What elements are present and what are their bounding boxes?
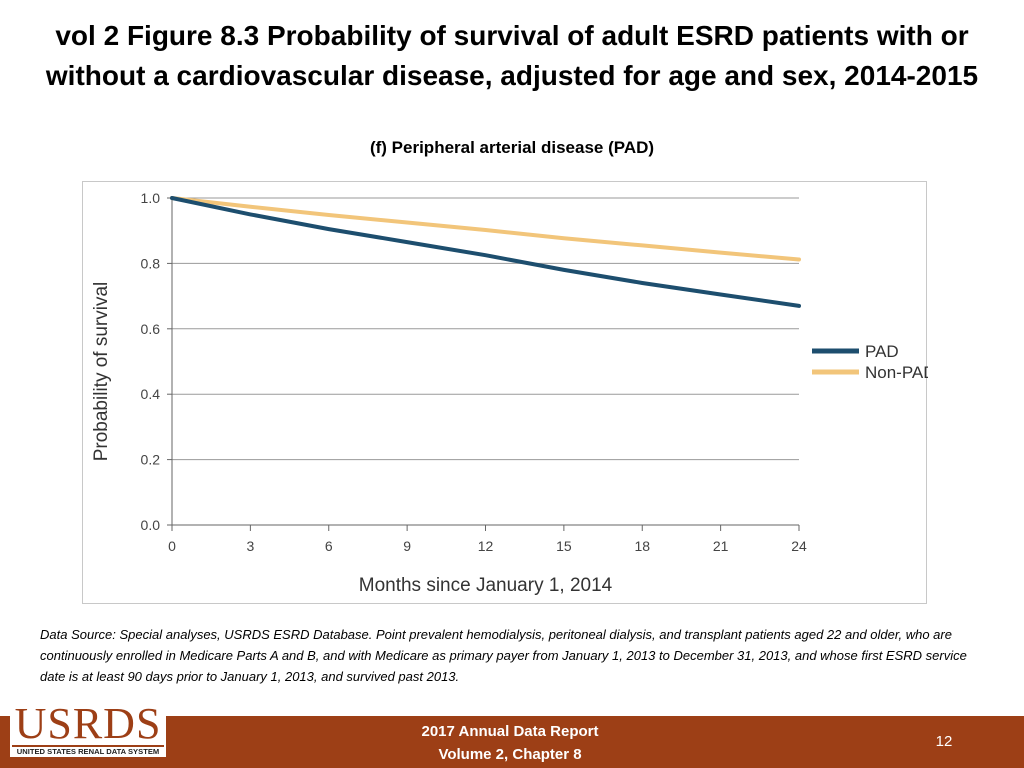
- report-volume: Volume 2, Chapter 8: [438, 746, 582, 763]
- x-tick-label: 0: [168, 538, 176, 554]
- survival-line-chart: 0.0 0.2 0.4 0.6 0.8 1.0 0 3 6 9 12 15 18 21 24 Months s…: [91, 190, 928, 596]
- x-tick-label: 9: [403, 538, 411, 554]
- report-title: 2017 Annual Data Report: [421, 723, 599, 740]
- x-tick-label: 6: [325, 538, 333, 554]
- chart-title: (f) Peripheral arterial disease (PAD): [369, 138, 655, 157]
- y-tick-label: 1.0: [141, 190, 161, 206]
- x-tick-label: 3: [246, 538, 254, 554]
- footer-band: [0, 716, 1024, 768]
- slide-title-line-2: without a cardiovascular disease, adjust…: [45, 60, 979, 91]
- legend-label-pad: PAD: [865, 342, 899, 361]
- slide-title-line-1: vol 2 Figure 8.3 Probability of survival…: [55, 20, 969, 51]
- logo-rule: [12, 745, 164, 747]
- x-axis-label: Months since January 1, 2014: [359, 575, 613, 596]
- y-axis-label: Probability of survival: [91, 282, 112, 462]
- x-tick-label: 21: [713, 538, 729, 554]
- data-source-footnote: Data Source: Special analyses, USRDS ESR…: [40, 627, 967, 684]
- footer-report-info: 2017 Annual Data Report Volume 2, Chapte…: [360, 720, 660, 766]
- page-number: 12: [935, 733, 953, 750]
- logo-wordmark: USRDS: [14, 699, 162, 748]
- series-line-pad: [170, 196, 801, 308]
- y-tick-label: 0.0: [141, 517, 161, 533]
- y-tick-label: 0.8: [141, 255, 161, 271]
- y-tick-label: 0.2: [141, 452, 161, 468]
- x-tick-label: 24: [791, 538, 807, 554]
- x-tick-label: 12: [478, 538, 494, 554]
- usrds-logo: USRDS UNITED STATES RENAL DATA SYSTEM: [10, 699, 166, 757]
- y-tick-label: 0.6: [141, 321, 161, 337]
- logo-subtext: UNITED STATES RENAL DATA SYSTEM: [16, 747, 160, 756]
- x-tick-label: 15: [556, 538, 572, 554]
- series-line-non-pad: [170, 196, 801, 262]
- x-tick-label: 18: [634, 538, 650, 554]
- legend-label-non-pad: Non-PAD: [865, 363, 928, 382]
- chart-panel: 0.0 0.2 0.4 0.6 0.8 1.0 0 3 6 9 12 15 18 21 24 Months s…: [82, 181, 928, 604]
- slide-title: vol 2 Figure 8.3 Probability of survival…: [0, 16, 1024, 96]
- y-tick-label: 0.4: [141, 386, 161, 402]
